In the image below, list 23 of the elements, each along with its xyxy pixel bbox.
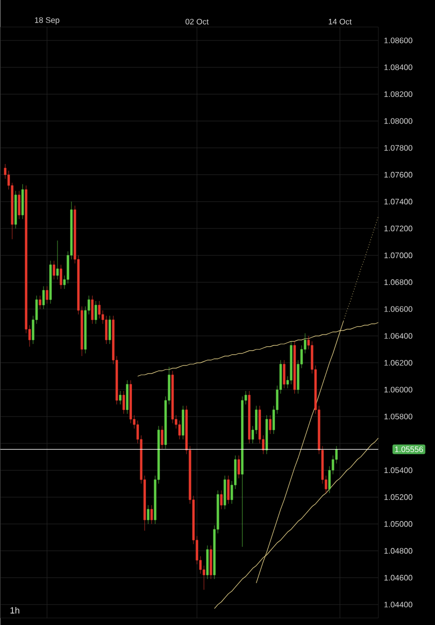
candlestick [160,426,164,449]
candlestick [268,414,272,434]
candlestick [108,316,111,344]
candlestick [146,504,150,524]
candlestick [42,286,45,310]
candlestick [38,295,42,310]
candlestick [60,264,62,290]
candlestick [91,295,94,324]
candlestick [98,300,100,319]
candlestick [118,390,122,405]
candlestick [122,390,125,414]
candlestick [220,490,222,510]
candlestick [52,260,56,280]
candlestick [56,240,59,280]
candlestick [237,455,240,479]
candlestick [150,504,153,524]
candlestick [18,190,20,220]
candlestick [227,475,230,504]
candlestick [104,316,108,344]
annotation: 1h [10,606,20,614]
candlestick [282,360,286,389]
candlestick [46,286,48,304]
candlestick [94,300,97,324]
